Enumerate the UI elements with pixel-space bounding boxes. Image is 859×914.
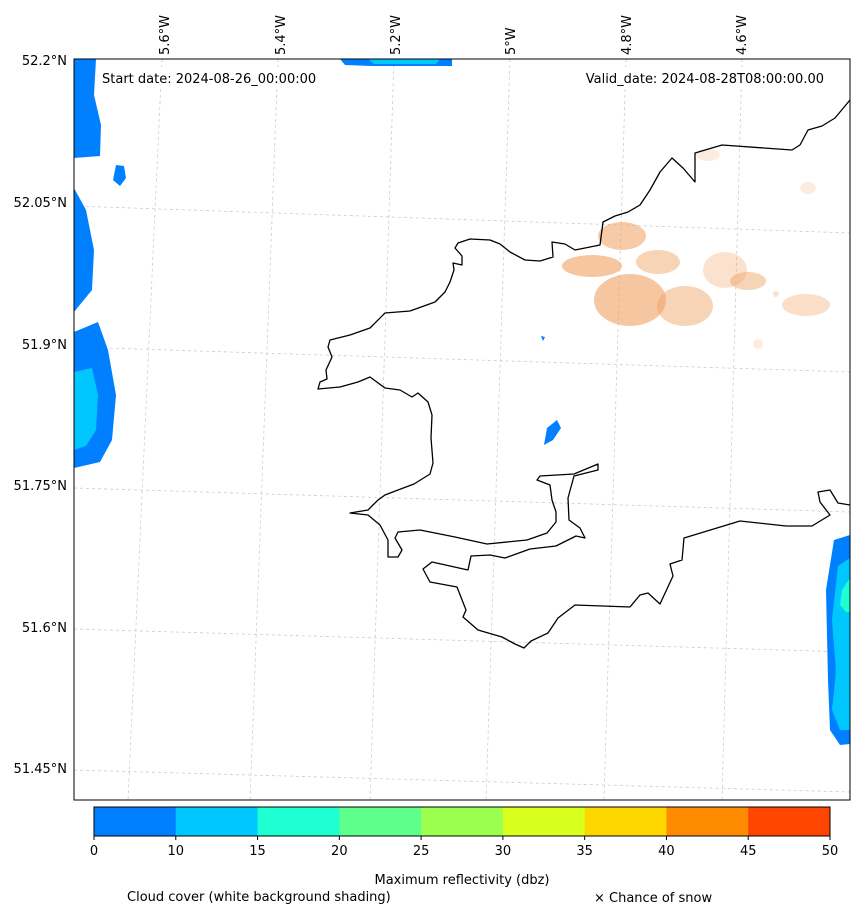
cloud-patch: [782, 294, 830, 316]
lat-tick-label: 51.9°N: [22, 338, 67, 353]
cloud-patch: [696, 149, 720, 161]
cloud-patch: [753, 339, 763, 349]
map-background: [74, 59, 850, 800]
colorbar-segment: [94, 807, 177, 836]
colorbar-frame: [93, 806, 831, 837]
snow-legend: × Chance of snow: [594, 891, 712, 906]
valid-date-box: [562, 67, 830, 89]
lon-tick-label: 5.6°W: [158, 15, 173, 55]
cloud-shading: [562, 149, 830, 349]
lat-tick-label: 51.45°N: [14, 762, 67, 777]
coastline-main: [317, 99, 850, 649]
start-date-label: Start date: 2024-08-26_00:00:00: [102, 72, 316, 87]
lon-tick-label: 5°W: [504, 27, 519, 55]
reflectivity-area-15dbz: [834, 660, 850, 712]
reflectivity-shading: [74, 59, 850, 745]
colorbar-tick-label: 15: [249, 844, 266, 859]
cloud-cover-legend: Cloud cover (white background shading): [127, 890, 391, 905]
colorbar-label: Maximum reflectivity (dbz): [375, 873, 550, 888]
start-date-box: [96, 67, 336, 89]
lon-tick-label: 5.2°W: [389, 15, 404, 55]
colorbar-tick-label: 25: [413, 844, 430, 859]
map-layers: [74, 59, 850, 800]
lon-tick-label: 4.8°W: [620, 15, 635, 55]
coastline: [317, 99, 850, 649]
colorbar-tick-label: 20: [331, 844, 348, 859]
lat-tick-label: 51.6°N: [22, 621, 67, 636]
colorbar-tick-label: 45: [740, 844, 757, 859]
cloud-patch: [703, 252, 747, 288]
colorbar-segment: [584, 807, 667, 836]
colorbar-segment: [666, 807, 749, 836]
cloud-patch: [730, 272, 766, 290]
colorbar-tick-label: 30: [495, 844, 512, 859]
colorbar-segment: [175, 807, 259, 836]
colorbar-segment: [421, 807, 504, 836]
colorbar-ticks: 0 10 15 20 25 30 35 40 45 50: [90, 836, 838, 859]
colorbar-tick-label: 10: [168, 844, 185, 859]
colorbar-segment: [502, 807, 586, 836]
reflectivity-area-15dbz: [74, 368, 98, 450]
meridian: [127, 59, 163, 800]
valid-date-label: Valid_date: 2024-08-28T08:00:00.00: [586, 72, 824, 87]
cloud-patch: [562, 255, 622, 277]
cloud-patch: [636, 250, 680, 274]
colorbar-tick-label: 40: [658, 844, 675, 859]
colorbar-tick-label: 35: [576, 844, 593, 859]
map-frame: [73, 58, 851, 801]
reflectivity-area-15dbz: [368, 59, 440, 64]
reflectivity-area-10dbz: [74, 59, 101, 158]
reflectivity-area-20dbz: [840, 578, 850, 612]
latitude-tick-labels: 52.2°N 52.05°N 51.9°N 51.75°N 51.6°N 51.…: [14, 54, 67, 777]
gridlines: [74, 59, 850, 800]
colorbar-tick-label: 0: [90, 844, 98, 859]
colorbar-segment: [339, 807, 422, 836]
reflectivity-area-10dbz: [544, 420, 561, 445]
longitude-tick-labels: 5.6°W 5.4°W 5.2°W 5°W 4.8°W 4.6°W: [158, 15, 750, 55]
reflectivity-area-10dbz: [74, 188, 94, 312]
cloud-patch: [800, 182, 816, 194]
lat-tick-label: 52.2°N: [22, 54, 67, 69]
cloud-patch: [598, 222, 646, 250]
lat-tick-label: 52.05°N: [14, 196, 67, 211]
colorbar-segment: [748, 807, 831, 836]
colorbar: [94, 807, 831, 836]
lon-tick-label: 5.4°W: [274, 15, 289, 55]
colorbar-tick-label: 50: [822, 844, 839, 859]
lat-tick-label: 51.75°N: [14, 479, 67, 494]
cloud-patch: [657, 286, 713, 326]
reflectivity-area-10dbz: [113, 165, 126, 186]
lon-tick-label: 4.6°W: [735, 15, 750, 55]
reflectivity-area-10dbz: [541, 336, 545, 341]
cloud-patch: [773, 291, 779, 297]
colorbar-segment: [257, 807, 340, 836]
cloud-patch: [594, 274, 666, 326]
